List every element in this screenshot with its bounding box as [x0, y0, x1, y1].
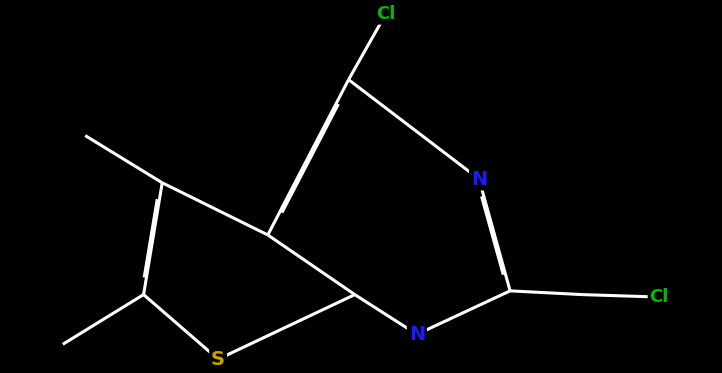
Text: N: N [409, 325, 425, 344]
Text: Cl: Cl [650, 288, 669, 306]
Text: Cl: Cl [376, 5, 396, 23]
Text: S: S [211, 350, 225, 369]
Text: N: N [471, 170, 487, 188]
